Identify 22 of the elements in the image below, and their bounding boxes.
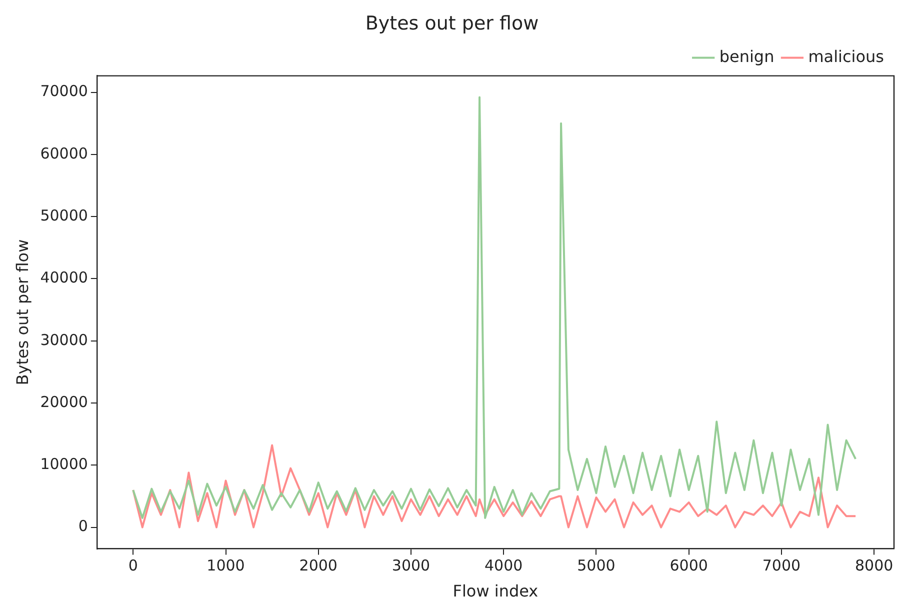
x-tick-label: 1000 (206, 556, 245, 575)
x-tick-label: 5000 (577, 556, 616, 575)
y-tick-label: 0 (78, 517, 88, 536)
x-tick-label: 4000 (484, 556, 523, 575)
y-axis-title: Bytes out per flow (12, 239, 32, 386)
x-tick-label: 3000 (392, 556, 430, 575)
y-tick-label: 30000 (40, 330, 88, 349)
y-tick-label: 70000 (40, 82, 88, 100)
y-tick-label: 10000 (40, 455, 88, 474)
y-tick-label: 20000 (40, 392, 88, 411)
y-tick-label: 50000 (40, 206, 88, 224)
x-tick-label: 6000 (670, 556, 708, 575)
legend-label: benign (719, 46, 774, 66)
x-tick-label: 7000 (762, 556, 801, 575)
x-axis-title: Flow index (452, 582, 538, 601)
x-tick-label: 0 (128, 556, 138, 575)
chart-title: Bytes out per flow (365, 12, 539, 34)
y-tick-label: 40000 (40, 268, 88, 287)
x-tick-label: 2000 (299, 556, 338, 575)
legend-label: malicious (808, 46, 884, 66)
x-tick-label: 8000 (854, 556, 894, 575)
y-tick-label: 60000 (40, 144, 88, 162)
